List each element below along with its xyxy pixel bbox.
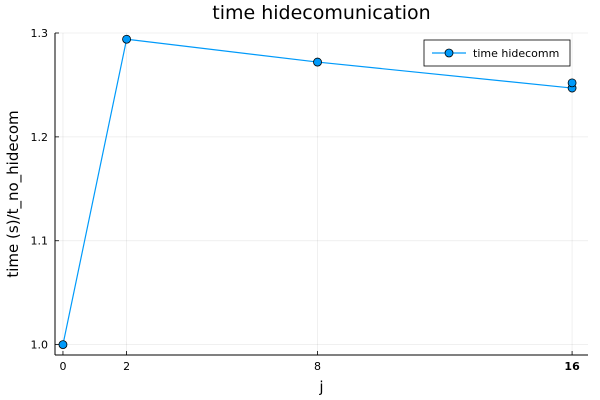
x-tick-label: 2 [123, 360, 130, 373]
y-tick-label: 1.0 [31, 339, 49, 352]
x-tick-label: 8 [314, 360, 321, 373]
legend-marker [444, 48, 454, 58]
labels-layer: 0 2 8 16 1.0 1.1 1.2 1.3 time hidecomunication j t… [4, 2, 580, 396]
chart-title: time hidecomunication [212, 2, 430, 24]
x-tick-label: 16 [564, 360, 580, 373]
series-line [62, 38, 573, 345]
data-point [567, 78, 577, 88]
y-tick-label: 1.1 [31, 235, 49, 248]
data-point [313, 57, 322, 67]
data-point [58, 340, 68, 350]
y-tick-label: 1.2 [31, 131, 49, 144]
y-tick-label: 1.3 [31, 27, 49, 40]
axes-layer [54, 32, 588, 356]
legend-label: time hidecomm [473, 47, 559, 60]
y-axis-label: time (s)/t_no_hidecom [4, 110, 23, 277]
series-layer [58, 34, 577, 350]
x-axis-label: j [318, 378, 323, 396]
x-tick-label: 0 [59, 360, 66, 373]
legend: time hidecomm [423, 39, 571, 67]
data-point [122, 34, 131, 44]
